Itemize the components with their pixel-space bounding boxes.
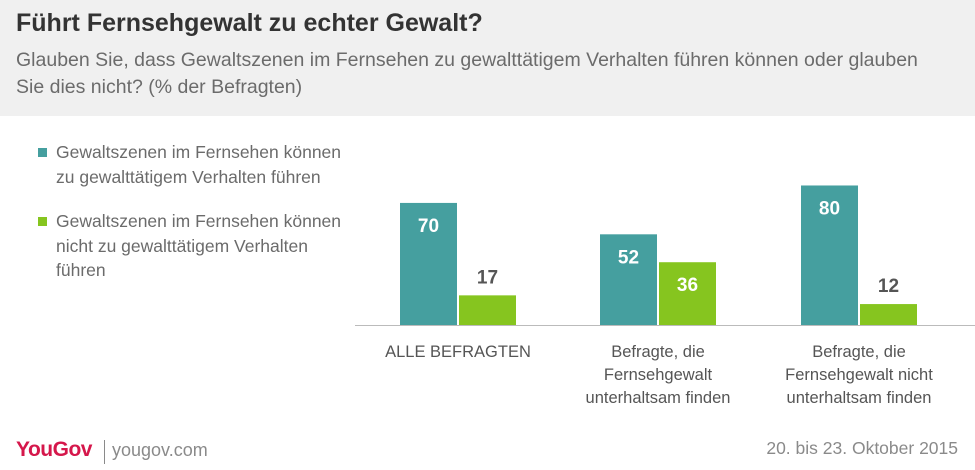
legend-swatch-agree (38, 148, 47, 157)
category-label-2: Befragte, die Fernsehgewalt nicht unterhal… (785, 343, 933, 407)
bar-s0-c2 (801, 185, 858, 325)
bar-s1-c1 (659, 262, 716, 325)
legend: Gewaltszenen im Fernsehen können zu gewa… (38, 140, 348, 283)
data-label-s0-c0: 70 (418, 216, 439, 237)
header-band: Führt Fernsehgewalt zu echter Gewalt? Gl… (0, 0, 975, 116)
bar-s0-c0 (400, 202, 457, 325)
legend-item-disagree: Gewaltszenen im Fernsehen können nicht z… (38, 209, 348, 283)
footer-divider (104, 440, 105, 464)
chart-subtitle: Glauben Sie, dass Gewaltszenen im Fernse… (16, 49, 918, 98)
yougov-logo: YouGov (16, 438, 92, 461)
data-label-s1-c1: 36 (677, 275, 698, 296)
legend-item-agree: Gewaltszenen im Fernsehen können zu gewa… (38, 140, 348, 189)
footer-site: yougov.com (112, 440, 208, 460)
data-label-s0-c1: 52 (618, 247, 639, 268)
legend-swatch-disagree (38, 217, 47, 226)
legend-label-disagree: Gewaltszenen im Fernsehen können nicht z… (56, 211, 342, 280)
data-label-s1-c2: 12 (878, 276, 899, 297)
survey-date: 20. bis 23. Oktober 2015 (766, 438, 958, 458)
category-label-0: ALLE BEFRAGTEN (385, 343, 531, 361)
legend-label-agree: Gewaltszenen im Fernsehen können zu gewa… (56, 142, 342, 187)
data-label-s1-c0: 17 (477, 267, 498, 288)
category-label-1: Befragte, die Fernsehgewalt unterhaltsam f… (586, 343, 731, 407)
bar-s1-c0 (459, 295, 516, 325)
chart-title: Führt Fernsehgewalt zu echter Gewalt? (16, 9, 483, 37)
data-label-s0-c2: 80 (819, 198, 840, 219)
bar-s0-c1 (600, 234, 657, 325)
bar-s1-c2 (860, 304, 917, 325)
